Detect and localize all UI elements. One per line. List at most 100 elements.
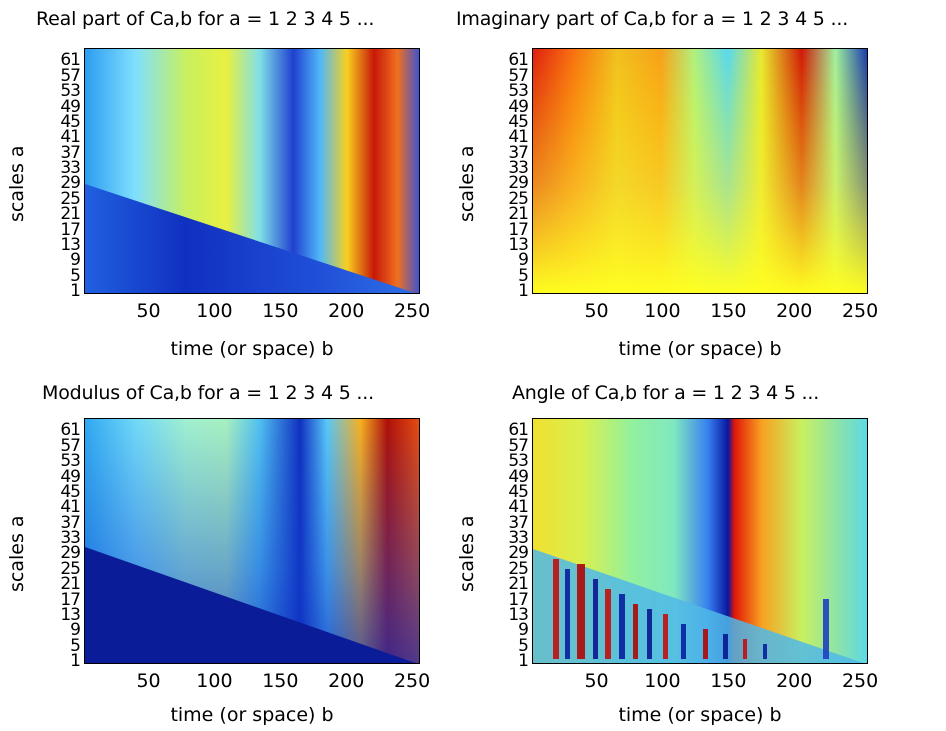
y-tick-label: 5: [518, 635, 529, 656]
y-tick-label: 45: [508, 111, 529, 132]
x-tick-label: 200: [776, 670, 813, 692]
heatmap-plot: [84, 48, 420, 294]
x-axis-label: time (or space) b: [170, 704, 334, 726]
x-tick-label: 200: [328, 670, 365, 692]
y-tick-label: 49: [60, 96, 81, 117]
x-axis-label: time (or space) b: [170, 338, 334, 360]
y-axis-label: scales a: [456, 145, 478, 222]
x-axis-label: time (or space) b: [618, 338, 782, 360]
heatmap-modulus: [85, 419, 419, 663]
y-tick-label: 57: [60, 435, 81, 456]
heatmap-plot: [84, 418, 420, 664]
y-tick-label: 9: [70, 250, 81, 271]
y-tick-label: 53: [508, 81, 529, 102]
y-tick-label: 45: [508, 481, 529, 502]
y-axis-label: scales a: [456, 515, 478, 592]
y-tick-label: 37: [508, 512, 529, 533]
y-tick-label: 49: [508, 466, 529, 487]
x-tick-label: 250: [841, 300, 879, 322]
y-tick-label: 25: [60, 558, 81, 579]
y-tick-label: 45: [60, 111, 81, 132]
x-tick-label: 50: [136, 300, 161, 322]
y-tick-label: 13: [60, 604, 81, 625]
y-tick-label: 33: [60, 528, 81, 549]
y-tick-label: 25: [508, 188, 529, 209]
y-tick-label: 1: [70, 281, 81, 302]
x-tick-label: 100: [196, 670, 233, 692]
y-tick-label: 33: [60, 158, 81, 179]
x-tick-label: 100: [644, 300, 681, 322]
y-tick-label: 1: [518, 281, 529, 302]
y-tick-label: 13: [60, 234, 81, 255]
y-tick-label: 53: [508, 451, 529, 472]
x-tick-label: 200: [776, 300, 813, 322]
y-tick-label: 41: [508, 127, 529, 148]
y-tick-label: 61: [508, 50, 529, 71]
y-tick-label: 41: [60, 497, 81, 518]
x-tick-label: 250: [393, 300, 431, 322]
y-tick-label: 41: [508, 497, 529, 518]
x-tick-label: 100: [196, 300, 233, 322]
y-tick-label: 61: [508, 420, 529, 441]
heatmap-plot: [532, 48, 868, 294]
x-tick-label: 100: [644, 670, 681, 692]
y-tick-label: 45: [60, 481, 81, 502]
heatmap-imag: [533, 49, 867, 293]
x-tick-label: 50: [584, 670, 609, 692]
y-tick-label: 53: [60, 81, 81, 102]
y-tick-label: 29: [60, 173, 81, 194]
y-tick-label: 29: [508, 543, 529, 564]
chart-title: Angle of Ca,b for a = 1 2 3 4 5 ...: [512, 382, 820, 404]
y-tick-label: 17: [60, 589, 81, 610]
y-tick-label: 21: [508, 204, 529, 225]
y-tick-label: 9: [518, 250, 529, 271]
heatmap-angle: [533, 419, 867, 663]
y-tick-label: 41: [60, 127, 81, 148]
y-tick-label: 29: [60, 543, 81, 564]
y-axis-label: scales a: [6, 515, 28, 592]
y-tick-label: 57: [508, 65, 529, 86]
y-tick-label: 9: [70, 620, 81, 641]
y-tick-label: 49: [508, 96, 529, 117]
chart-title: Imaginary part of Ca,b for a = 1 2 3 4 5…: [456, 8, 849, 30]
y-tick-label: 49: [60, 466, 81, 487]
y-tick-label: 9: [518, 620, 529, 641]
y-tick-label: 53: [60, 451, 81, 472]
y-tick-label: 37: [60, 142, 81, 163]
y-tick-label: 37: [60, 512, 81, 533]
y-tick-label: 5: [518, 265, 529, 286]
y-tick-label: 33: [508, 528, 529, 549]
x-tick-label: 150: [710, 670, 747, 692]
y-tick-label: 1: [518, 651, 529, 672]
y-axis-label: scales a: [6, 145, 28, 222]
y-tick-label: 25: [508, 558, 529, 579]
x-tick-label: 250: [393, 670, 431, 692]
heatmap-plot: [532, 418, 868, 664]
chart-title: Modulus of Ca,b for a = 1 2 3 4 5 ...: [42, 382, 374, 404]
chart-title: Real part of Ca,b for a = 1 2 3 4 5 ...: [36, 8, 375, 30]
y-tick-label: 21: [60, 574, 81, 595]
x-tick-label: 50: [584, 300, 609, 322]
y-tick-label: 5: [70, 635, 81, 656]
y-tick-label: 33: [508, 158, 529, 179]
y-tick-label: 37: [508, 142, 529, 163]
x-tick-label: 150: [262, 300, 299, 322]
y-tick-label: 13: [508, 234, 529, 255]
y-tick-label: 5: [70, 265, 81, 286]
y-tick-label: 21: [508, 574, 529, 595]
x-axis-label: time (or space) b: [618, 704, 782, 726]
y-tick-label: 13: [508, 604, 529, 625]
y-tick-label: 57: [60, 65, 81, 86]
y-tick-label: 61: [60, 50, 81, 71]
y-tick-label: 17: [508, 589, 529, 610]
x-tick-label: 250: [841, 670, 879, 692]
x-tick-label: 150: [262, 670, 299, 692]
x-tick-label: 150: [710, 300, 747, 322]
y-tick-label: 1: [70, 651, 81, 672]
y-tick-label: 57: [508, 435, 529, 456]
y-tick-label: 25: [60, 188, 81, 209]
heatmap-real: [85, 49, 419, 293]
x-tick-label: 50: [136, 670, 161, 692]
y-tick-label: 61: [60, 420, 81, 441]
y-tick-label: 29: [508, 173, 529, 194]
